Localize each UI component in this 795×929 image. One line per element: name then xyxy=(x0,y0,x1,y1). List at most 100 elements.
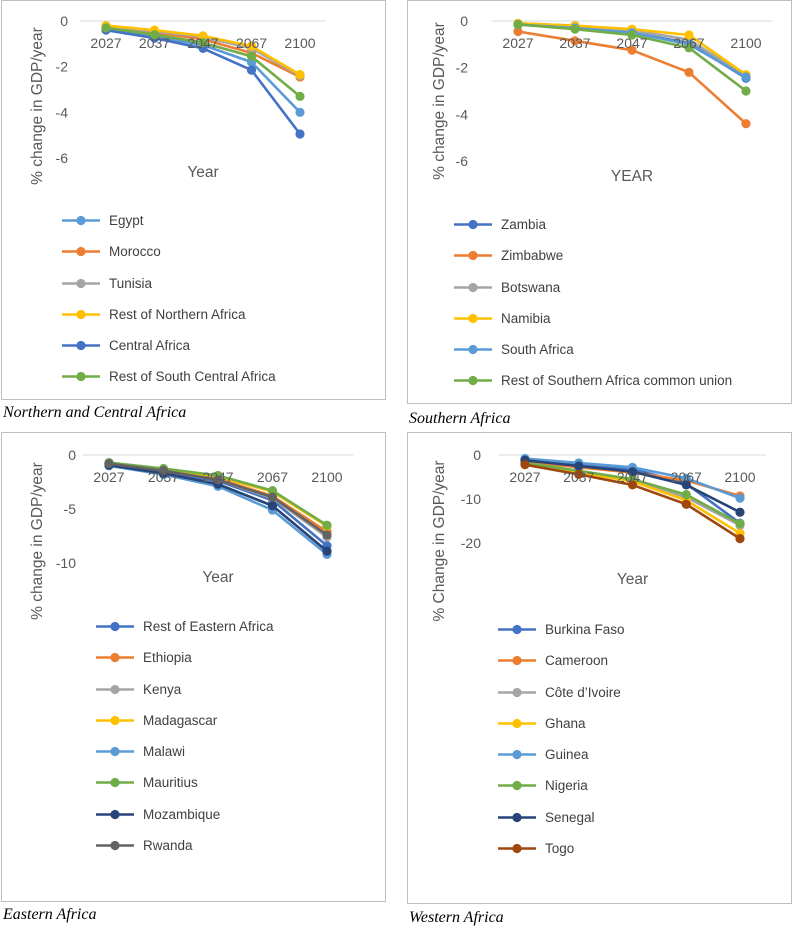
data-point xyxy=(735,519,745,529)
data-point xyxy=(322,530,332,540)
legend-swatch-marker xyxy=(110,621,120,632)
data-point xyxy=(295,91,305,101)
legend-label: Morocco xyxy=(109,244,161,260)
y-tick-label: 0 xyxy=(460,13,468,29)
data-point xyxy=(741,119,751,129)
data-point xyxy=(267,492,278,502)
legend-swatch-marker xyxy=(468,219,478,230)
legend-swatch-marker xyxy=(468,282,478,292)
legend-label: Egypt xyxy=(109,213,144,228)
legend-swatch-marker xyxy=(110,715,120,725)
legend-label: Mozambique xyxy=(143,806,221,822)
legend-item: Kenya xyxy=(95,681,274,712)
x-tick-label: 2047 xyxy=(616,35,647,51)
legend-swatch xyxy=(62,341,100,351)
legend-swatch xyxy=(498,687,536,697)
legend-swatch-marker xyxy=(512,687,522,697)
legend-item: Morocco xyxy=(61,243,276,274)
chart-western: 0 -10 -20 2027 2037 2047 2067 2100 Year % Change … xyxy=(431,447,766,622)
caption-western: Western Africa xyxy=(409,909,504,926)
legend-item: Madagascar xyxy=(95,712,274,743)
legend-swatch xyxy=(96,684,134,694)
data-point xyxy=(574,461,584,471)
data-point xyxy=(149,30,160,40)
legend-swatch-marker xyxy=(76,278,86,288)
legend-swatch xyxy=(498,718,536,728)
chart-eastern: 0 -5 -10 2027 2037 2047 2067 2100 Year % change i… xyxy=(29,447,353,620)
legend-label: Tunisia xyxy=(109,275,153,291)
data-point xyxy=(681,499,691,509)
legend-item: Côte d’Ivoire xyxy=(497,684,625,715)
y-axis-ticks: 0 -10 -20 xyxy=(461,447,481,551)
legend-swatch xyxy=(96,653,134,663)
y-tick-label: -4 xyxy=(456,106,469,122)
legend-label: South Africa xyxy=(501,342,574,358)
legend-item: Rwanda xyxy=(95,837,274,868)
x-tick-label: 2037 xyxy=(563,469,594,485)
legend-swatch xyxy=(454,313,492,323)
legend-swatch-marker xyxy=(468,345,478,355)
chart-panel-north-central: 0 -2 -4 -6 2027 2037 2047 2067 2100 Year % change … xyxy=(1,0,386,400)
data-point xyxy=(295,129,305,139)
series-rest-of-south-central-africa xyxy=(101,23,305,101)
legend-swatch xyxy=(498,781,536,791)
chart-panel-western: 0 -10 -20 2027 2037 2047 2067 2100 Year % Change … xyxy=(407,432,792,904)
data-point xyxy=(513,26,523,37)
legend-label: Cameroon xyxy=(545,653,609,669)
legend-item: Cameroon xyxy=(497,652,625,683)
y-tick-label: -10 xyxy=(56,555,76,571)
legend-label: Mauritius xyxy=(143,775,198,791)
legend-swatch xyxy=(454,251,492,261)
x-tick-label: 2047 xyxy=(202,469,233,485)
y-tick-label: -20 xyxy=(461,535,481,551)
x-tick-label: 2047 xyxy=(617,469,648,485)
legend-label: Ethiopia xyxy=(143,650,192,666)
y-tick-label: -4 xyxy=(56,104,69,120)
y-tick-label: -6 xyxy=(56,150,69,166)
data-point xyxy=(681,480,691,490)
legend-swatch-marker xyxy=(110,747,120,757)
legend-swatch-marker xyxy=(512,656,522,666)
legend-swatch xyxy=(62,372,100,382)
data-point xyxy=(322,546,332,556)
legend-swatch xyxy=(96,621,134,632)
legend-swatch-marker xyxy=(512,624,522,635)
legend-swatch-marker xyxy=(110,653,120,663)
x-tick-label: 2100 xyxy=(724,469,755,485)
x-tick-label: 2037 xyxy=(139,35,170,51)
y-axis-ticks: 0 -2 -4 -6 xyxy=(56,13,69,166)
legend-item: Mozambique xyxy=(95,806,274,837)
x-tick-label: 2047 xyxy=(187,35,218,51)
chart-north-central: 0 -2 -4 -6 2027 2037 2047 2067 2100 Year % change … xyxy=(29,13,326,185)
data-point xyxy=(295,70,305,80)
legend-swatch-marker xyxy=(76,309,86,319)
legend-swatch xyxy=(454,282,492,292)
legend-swatch xyxy=(96,747,134,757)
legend-item: Ethiopia xyxy=(95,649,274,680)
legend-swatch xyxy=(498,750,536,760)
data-point xyxy=(574,469,584,479)
legend-item: Namibia xyxy=(453,310,732,341)
chart-panel-eastern: 0 -5 -10 2027 2037 2047 2067 2100 Year % change i… xyxy=(1,432,386,902)
legend-swatch xyxy=(454,345,492,355)
legend-label: Rest of Eastern Africa xyxy=(143,619,274,634)
x-tick-label: 2100 xyxy=(311,469,342,485)
legend-swatch xyxy=(454,376,492,386)
legend-item: Rest of South Central Africa xyxy=(61,368,276,399)
series-rest-of-southern-africa-common-union xyxy=(513,19,751,96)
x-axis-title: YEAR xyxy=(611,168,653,185)
legend-swatch-marker xyxy=(76,215,86,226)
legend-swatch-marker xyxy=(76,372,86,382)
x-axis-title: Year xyxy=(187,164,218,181)
legend-item: Zambia xyxy=(453,216,732,247)
data-point xyxy=(684,43,694,53)
legend-swatch-marker xyxy=(468,376,478,386)
caption-southern: Southern Africa xyxy=(409,410,511,427)
caption-eastern: Eastern Africa xyxy=(3,906,97,923)
data-point xyxy=(295,107,305,117)
legend-label: Côte d’Ivoire xyxy=(545,684,621,700)
legend-swatch-marker xyxy=(76,247,86,257)
legend-western: Burkina Faso Cameroon Côte d’Ivoire Ghana Gu… xyxy=(497,621,625,871)
legend-label: Rest of Southern Africa common union xyxy=(501,373,733,389)
legend-item: Tunisia xyxy=(61,275,276,306)
